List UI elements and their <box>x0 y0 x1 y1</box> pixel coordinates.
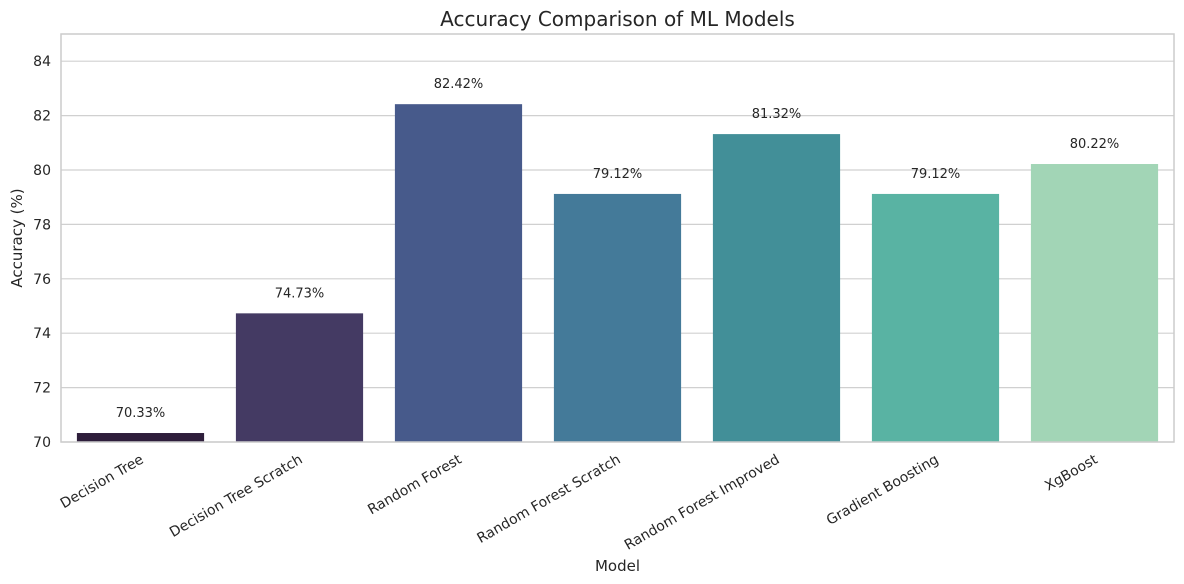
y-tick-label: 72 <box>33 381 51 397</box>
bar <box>553 193 682 442</box>
bar <box>394 104 523 443</box>
x-tick-label: Random Forest Improved <box>622 452 783 554</box>
y-axis-ticks: 70 72 74 76 78 80 82 84 <box>33 54 51 451</box>
x-tick-label: Decision Tree <box>58 452 147 512</box>
bar <box>871 193 1000 442</box>
x-tick-label: Random Forest <box>365 451 465 518</box>
data-labels: 70.33% 74.73% 82.42% 79.12% 81.32% 79.12% 80.2… <box>116 77 1120 421</box>
y-axis-label: Accuracy (%) <box>8 188 26 287</box>
bar-value-label: 80.22% <box>1070 137 1120 152</box>
y-tick-label: 74 <box>33 326 51 342</box>
bars <box>76 104 1159 443</box>
bar-value-label: 79.12% <box>911 167 961 182</box>
bar <box>235 313 364 442</box>
bar <box>76 433 205 442</box>
x-tick-label: Random Forest Scratch <box>475 452 624 547</box>
bar <box>1030 164 1159 443</box>
bar-value-label: 70.33% <box>116 406 166 421</box>
y-tick-label: 76 <box>33 272 51 288</box>
y-tick-label: 84 <box>33 54 51 70</box>
plot-frame <box>60 33 1175 443</box>
x-axis-label: Model <box>595 557 640 575</box>
x-tick-label: Gradient Boosting <box>824 452 942 529</box>
bar-value-label: 74.73% <box>275 286 325 301</box>
y-tick-label: 80 <box>33 163 51 179</box>
bar-value-label: 82.42% <box>434 77 484 92</box>
y-tick-label: 82 <box>33 109 51 125</box>
chart-title: Accuracy Comparison of ML Models <box>440 7 795 31</box>
bar-value-label: 81.32% <box>752 107 802 122</box>
x-axis-ticks: Decision Tree Decision Tree Scratch Random… <box>58 451 1101 553</box>
bar-value-label: 79.12% <box>593 167 643 182</box>
x-tick-label: Decision Tree Scratch <box>167 452 305 541</box>
y-tick-label: 70 <box>33 435 51 451</box>
y-tick-label: 78 <box>33 217 51 233</box>
bar <box>712 134 841 442</box>
x-tick-label: XgBoost <box>1042 451 1101 494</box>
